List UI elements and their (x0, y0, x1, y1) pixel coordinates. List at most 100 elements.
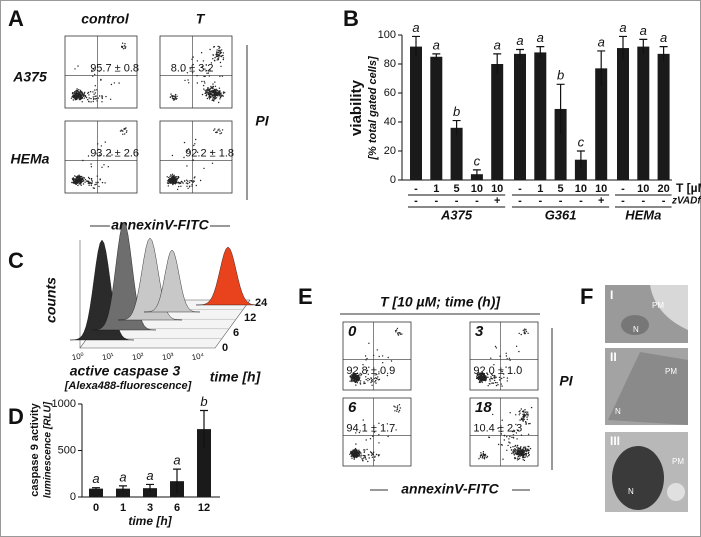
dot (185, 182, 188, 184)
dot (174, 181, 176, 184)
dot (357, 376, 359, 378)
dot (525, 450, 527, 452)
dot (361, 458, 363, 460)
panel-title: T [10 µM; time (h)] (380, 294, 501, 310)
dot (522, 419, 524, 421)
dot (77, 92, 80, 94)
dot (212, 98, 214, 100)
dot (217, 51, 220, 54)
dot (512, 452, 514, 454)
dot (171, 176, 174, 179)
dot (502, 458, 504, 460)
quadrant-value: 92.0 ± 1.0 (473, 365, 522, 377)
bar (514, 53, 526, 180)
dot (121, 130, 123, 132)
dot (518, 458, 520, 460)
dot (219, 130, 221, 132)
dot (366, 369, 369, 372)
x-tick-label: 10³ (161, 351, 174, 362)
dot (482, 371, 484, 374)
dot (101, 181, 104, 184)
dot (222, 92, 225, 95)
dot (92, 100, 95, 103)
quadrant-value: 93.2 ± 2.6 (90, 147, 139, 159)
dot (497, 443, 500, 446)
dot (91, 180, 94, 182)
dot (518, 410, 520, 413)
dot (519, 457, 521, 459)
panel-label: F (580, 284, 593, 309)
dot (352, 454, 354, 456)
dot (353, 458, 355, 460)
dot (216, 49, 218, 51)
dot (374, 377, 377, 379)
dot (210, 93, 212, 95)
dot (81, 93, 84, 95)
dot (487, 373, 489, 376)
dot (103, 164, 105, 166)
dot (394, 406, 396, 408)
dot (188, 181, 191, 184)
dot (212, 87, 214, 90)
dot (481, 379, 483, 381)
dot (177, 181, 180, 183)
dot (191, 58, 193, 60)
dot (78, 182, 80, 185)
dot (80, 90, 82, 93)
dot (188, 82, 190, 84)
x-tick-label: - (518, 195, 522, 207)
dot (514, 445, 516, 448)
dot (517, 448, 519, 451)
dot (505, 355, 508, 357)
dot (523, 447, 525, 449)
dot (398, 409, 401, 412)
dot (94, 73, 96, 76)
dot (215, 88, 218, 91)
dot (363, 454, 366, 457)
significance-letter: a (433, 37, 440, 52)
dot (482, 374, 484, 376)
dot (478, 458, 480, 460)
dot (524, 330, 526, 332)
error-bar (576, 150, 585, 169)
dot (487, 385, 489, 387)
dot (491, 373, 493, 375)
dot (83, 97, 85, 99)
dot (219, 46, 221, 49)
dot (366, 448, 368, 451)
dot (482, 452, 484, 455)
dot (217, 129, 219, 131)
dot (527, 445, 529, 448)
dot (90, 166, 93, 168)
dot (111, 154, 113, 156)
dot (367, 373, 369, 375)
structure-label: PM (672, 457, 684, 466)
dot (396, 410, 398, 412)
dot (367, 460, 369, 463)
bar (637, 46, 650, 180)
dot (217, 91, 219, 93)
dot (523, 450, 525, 452)
dot (89, 91, 92, 93)
error-bar (516, 48, 524, 59)
dot (176, 97, 178, 100)
error-bar (452, 119, 461, 136)
dot (77, 176, 79, 178)
dot (189, 180, 191, 182)
dot (203, 167, 205, 170)
dot (522, 418, 524, 420)
bar (116, 488, 130, 497)
dot (508, 441, 510, 443)
dot (121, 45, 123, 47)
x-tick-label: - (621, 183, 625, 195)
dot (196, 60, 199, 62)
dot (365, 376, 367, 378)
dot (371, 384, 373, 386)
dot (71, 95, 74, 98)
structure-label: N (615, 407, 621, 416)
dot (355, 432, 357, 434)
dot (221, 49, 223, 51)
dot (172, 98, 174, 100)
dot (215, 53, 217, 56)
dot (350, 378, 352, 380)
